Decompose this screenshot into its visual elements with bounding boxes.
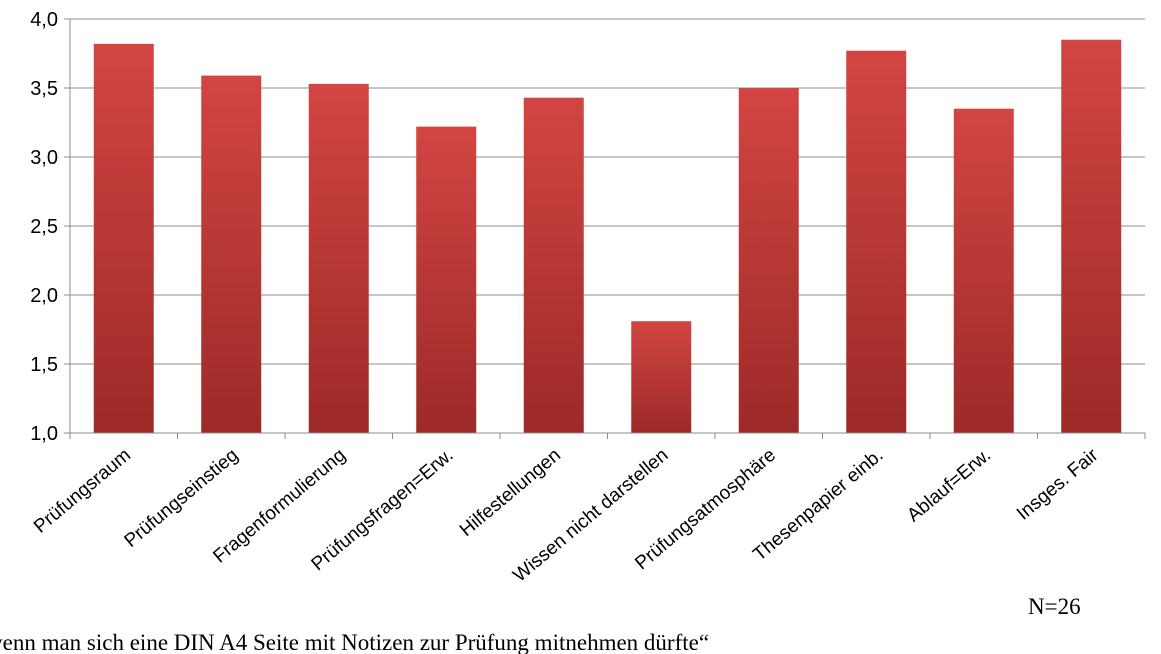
bar bbox=[308, 83, 369, 434]
axes bbox=[69, 19, 1146, 439]
y-tick-labels: 1,0 1,5 2,0 2,5 3,0 3,5 4,0 bbox=[30, 9, 58, 445]
bar bbox=[631, 321, 692, 433]
x-tick-labels: PrüfungsraumPrüfungseinstiegFragenformul… bbox=[30, 444, 1103, 586]
x-tick-label: Prüfungseinstieg bbox=[121, 445, 243, 552]
y-tick-label: 1,0 bbox=[30, 423, 58, 445]
x-tick-label: Hilfestellungen bbox=[456, 445, 565, 541]
y-tick-label: 3,0 bbox=[30, 147, 58, 169]
bar bbox=[738, 88, 799, 433]
bar bbox=[416, 126, 477, 433]
bar bbox=[93, 43, 154, 434]
y-tick-label: 2,5 bbox=[30, 216, 58, 238]
bar bbox=[201, 75, 262, 433]
bar bbox=[523, 97, 584, 433]
sample-size-label: N=26 bbox=[1028, 594, 1081, 619]
y-tick-label: 1,5 bbox=[30, 354, 58, 376]
x-tick-label: Prüfungsraum bbox=[30, 445, 135, 538]
bar bbox=[953, 108, 1014, 433]
y-tick-label: 4,0 bbox=[30, 9, 58, 31]
y-tick-label: 3,5 bbox=[30, 78, 58, 100]
y-tick-label: 2,0 bbox=[30, 285, 58, 307]
x-tick-label: Ablauf=Erw. bbox=[903, 445, 995, 527]
bars bbox=[93, 39, 1122, 434]
footnote-text: wenn man sich eine DIN A4 Seite mit Noti… bbox=[0, 630, 709, 654]
x-tick-label: Insges. Fair bbox=[1013, 444, 1103, 524]
bar bbox=[846, 50, 907, 434]
bar bbox=[1061, 39, 1122, 433]
